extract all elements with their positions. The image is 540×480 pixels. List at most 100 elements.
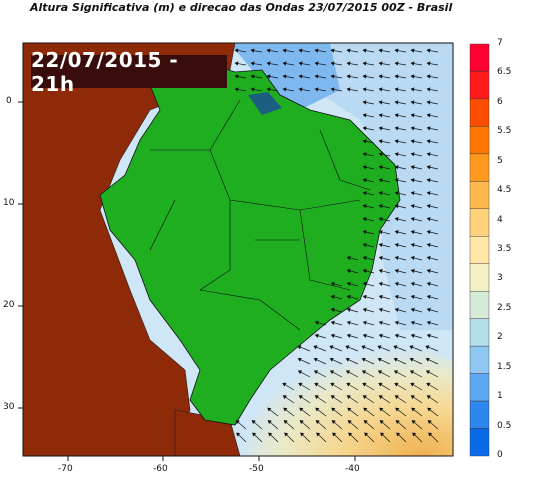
wave-arrowhead [234, 87, 239, 92]
wave-arrowhead [266, 61, 271, 66]
wave-arrowhead [393, 357, 398, 362]
wave-arrowhead [314, 382, 319, 387]
wave-arrowhead [330, 48, 335, 53]
wave-arrowhead [330, 395, 335, 400]
wave-arrowhead [378, 268, 383, 274]
wave-arrowhead [362, 87, 367, 92]
date-badge: 22/07/2015 - 21h [31, 48, 227, 96]
y-tick-label: 20 [3, 300, 15, 310]
colorbar-segment [469, 428, 490, 457]
wave-arrowhead [394, 294, 399, 300]
wave-arrowhead [314, 395, 319, 400]
wave-arrowhead [426, 242, 431, 248]
wave-arrowhead [410, 113, 415, 118]
wave-arrowhead [363, 420, 368, 425]
wave-arrowhead [362, 382, 367, 387]
wave-arrowhead [346, 87, 351, 92]
colorbar-label: 6.5 [497, 67, 512, 78]
wave-arrowhead [362, 48, 367, 53]
wave-arrowhead [345, 357, 350, 362]
wave-arrowhead [377, 370, 383, 375]
wave-arrowhead [297, 370, 303, 375]
wave-arrowhead [361, 370, 367, 375]
wave-arrowhead [426, 395, 431, 400]
wave-arrowhead [346, 382, 351, 387]
wave-arrowhead [395, 420, 400, 425]
wave-arrowhead [410, 152, 415, 157]
wave-arrowhead [394, 48, 399, 53]
wave-arrowhead [282, 74, 287, 79]
wave-arrowhead [426, 178, 431, 183]
wave-arrowhead [314, 320, 319, 325]
wave-arrowhead [362, 294, 367, 300]
wave-arrowhead [378, 242, 383, 248]
wave-arrowhead [267, 407, 272, 412]
colorbar-label: 4.5 [497, 185, 512, 196]
wave-arrowhead [379, 407, 384, 412]
wave-arrowhead [409, 345, 414, 350]
wave-arrowhead [283, 420, 288, 425]
wave-arrowhead [346, 255, 351, 261]
wave-arrowhead [426, 48, 431, 53]
wave-arrowhead [364, 432, 369, 437]
wave-arrowhead [425, 345, 430, 350]
wave-arrowhead [297, 357, 302, 362]
wave-arrowhead [378, 139, 383, 144]
colorbar-label: 3 [497, 273, 503, 284]
wave-arrowhead [362, 178, 367, 183]
wave-arrowhead [412, 432, 417, 437]
wave-arrowhead [347, 420, 352, 425]
wave-arrowhead [426, 165, 431, 170]
wave-arrowhead [314, 87, 319, 92]
wave-arrowhead [379, 420, 384, 425]
wave-arrowhead [378, 229, 383, 235]
colorbar-label: 7 [497, 38, 503, 48]
wave-arrowhead [410, 307, 415, 312]
wave-arrowhead [332, 432, 337, 437]
wave-arrowhead [346, 307, 351, 312]
wave-arrowhead [236, 432, 241, 437]
wave-arrowhead [378, 307, 383, 312]
wave-arrowhead [394, 139, 399, 144]
wave-arrowhead [250, 74, 255, 79]
wave-arrowhead [378, 87, 383, 92]
wave-arrowhead [410, 255, 415, 261]
wave-arrowhead [426, 281, 431, 287]
wave-arrowhead [362, 268, 367, 274]
wave-arrowhead [426, 191, 431, 196]
colorbar-label: 3.5 [497, 244, 512, 254]
wave-arrowhead [330, 294, 335, 300]
colorbar-label: 0.5 [497, 420, 512, 431]
wave-arrowhead [282, 48, 287, 53]
wave-arrowhead [394, 307, 399, 312]
wave-arrowhead [409, 370, 415, 375]
wave-arrowhead [410, 382, 415, 387]
colorbar-segment [469, 373, 490, 402]
colorbar-segment [469, 43, 490, 72]
wave-arrowhead [266, 74, 271, 79]
wave-arrowhead [394, 242, 399, 248]
wave-arrowhead [362, 126, 367, 131]
wave-arrowhead [313, 345, 318, 350]
wave-arrowhead [330, 307, 335, 312]
wave-arrowhead [410, 48, 415, 53]
wave-arrowhead [347, 407, 352, 412]
wave-arrowhead [426, 100, 431, 105]
wave-arrowhead [250, 87, 255, 92]
wave-arrowhead [314, 333, 319, 338]
wave-arrowhead [394, 178, 399, 183]
wave-arrowhead [410, 74, 415, 79]
wave-arrowhead [298, 61, 303, 66]
wave-arrowhead [330, 333, 335, 338]
wave-arrowhead [362, 191, 367, 196]
wave-arrowhead [410, 61, 415, 66]
wave-arrowhead [380, 432, 385, 437]
colorbar-label: 2 [497, 332, 503, 343]
wave-arrowhead [299, 420, 304, 425]
wave-arrowhead [346, 294, 351, 300]
wave-arrowhead [394, 113, 399, 118]
wave-arrowhead [315, 407, 320, 412]
wave-arrowhead [362, 307, 367, 312]
